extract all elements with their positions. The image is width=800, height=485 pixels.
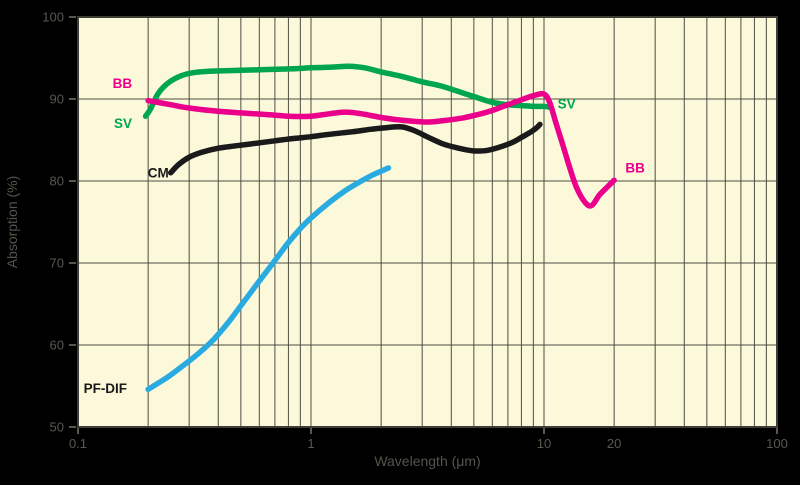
x-tick-label: 10: [537, 436, 551, 451]
x-tick-label: 20: [607, 436, 621, 451]
y-tick-label: 50: [50, 420, 64, 435]
curve-label-bb: BB: [113, 76, 133, 91]
y-tick-label: 100: [42, 10, 64, 25]
x-tick-label: 0.1: [69, 436, 87, 451]
y-tick-label: 60: [50, 338, 64, 353]
curve-label-pf-dif: PF-DIF: [84, 381, 128, 396]
series-curve-bb: [145, 90, 617, 209]
y-tick-label: 70: [50, 256, 64, 271]
curve-label-cm: CM: [148, 165, 169, 180]
series-curve-pf-dif: [145, 165, 392, 393]
x-tick-label: 100: [766, 436, 788, 451]
series-curve-cm: [167, 121, 543, 176]
plot-border: [77, 16, 778, 428]
curve-label-bb: BB: [625, 160, 645, 175]
x-tick-label: 1: [307, 436, 314, 451]
curve-label-sv: SV: [114, 116, 132, 131]
y-tick-label: 80: [50, 174, 64, 189]
x-axis-title: Wavelength (μm): [374, 453, 480, 469]
y-axis-title: Absorption (%): [4, 176, 20, 269]
curve-label-sv: SV: [558, 96, 576, 111]
y-tick-label: 90: [50, 92, 64, 107]
